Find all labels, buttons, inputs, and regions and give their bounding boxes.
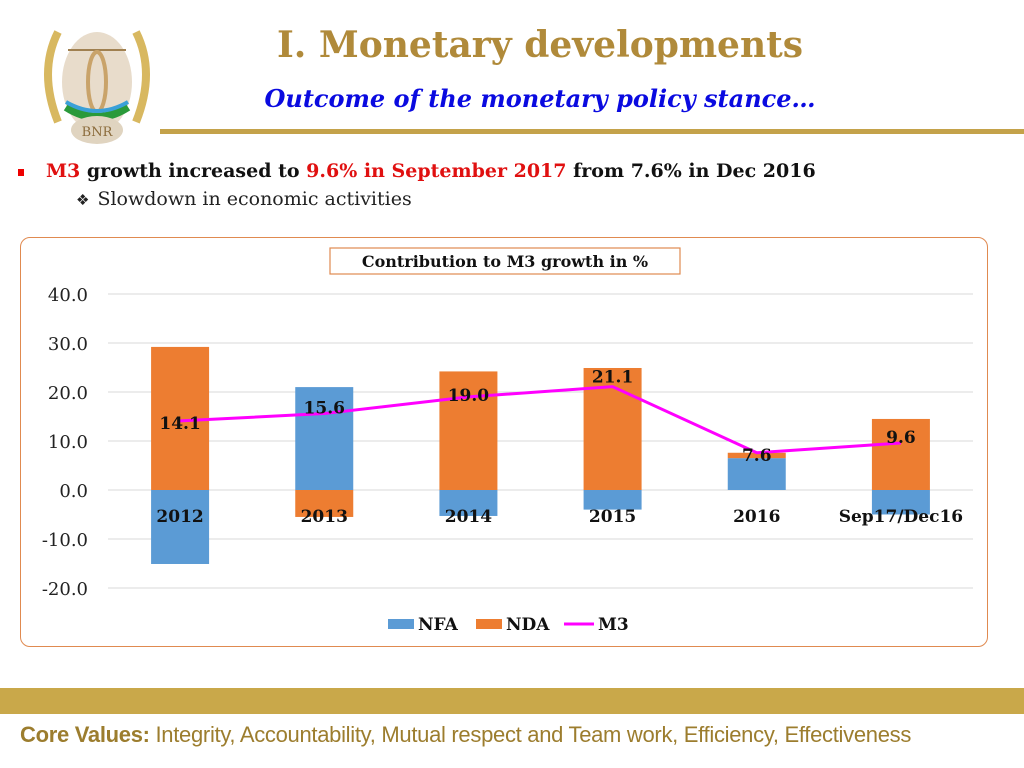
legend-label-nda: NDA	[506, 615, 550, 635]
y-tick-label: 10.0	[48, 432, 88, 453]
x-tick-label: 2013	[301, 507, 348, 527]
y-tick-label: 0.0	[59, 481, 88, 502]
x-tick-label: Sep17/Dec16	[839, 507, 963, 527]
page-subtitle: Outcome of the monetary policy stance…	[264, 84, 816, 113]
square-bullet-icon	[18, 168, 24, 176]
y-tick-label: 40.0	[48, 285, 88, 306]
bullet-m3: M3	[46, 160, 81, 182]
footer-text: Integrity, Accountability, Mutual respec…	[149, 722, 912, 747]
header-divider	[160, 129, 1024, 134]
m3-data-label: 15.6	[304, 399, 345, 419]
page-title: I. Monetary developments	[276, 24, 804, 66]
x-tick-label: 2014	[445, 507, 492, 527]
legend-label-nfa: NFA	[418, 615, 459, 635]
bullet-sub: ❖ Slowdown in economic activities	[76, 188, 412, 210]
bar-nfa-2012	[151, 490, 210, 564]
x-tick-label: 2015	[589, 507, 636, 527]
bar-nda-Sep17/Dec16	[871, 418, 930, 490]
y-tick-label: -20.0	[42, 579, 88, 600]
m3-data-label: 14.1	[159, 414, 200, 434]
chart-title: Contribution to M3 growth in %	[362, 252, 648, 271]
logo-text: BNR	[82, 125, 114, 140]
m3-data-label: 9.6	[886, 428, 916, 448]
bar-nda-2016	[727, 452, 786, 459]
bar-nfa-2016	[727, 458, 786, 490]
bar-nfa-2013	[295, 387, 354, 490]
bar-nda-2013	[295, 490, 354, 517]
bar-nda-2014	[439, 371, 498, 490]
bar-nfa-Sep17/Dec16	[871, 490, 930, 515]
m3-data-label: 21.1	[592, 368, 633, 388]
m3-data-label: 19.0	[448, 386, 490, 406]
legend-label-m3: M3	[598, 615, 629, 635]
bar-nfa-2014	[439, 490, 498, 516]
x-tick-label: 2012	[156, 507, 203, 527]
bnr-logo: BNR	[38, 12, 156, 147]
bar-nfa-2015	[583, 490, 642, 510]
footer-label: Core Values:	[20, 722, 150, 747]
y-tick-label: -10.0	[42, 530, 88, 551]
bullet-text: growth increased to	[80, 160, 307, 182]
y-tick-label: 30.0	[48, 334, 88, 355]
chart-frame	[20, 237, 988, 647]
legend-swatch-nfa	[388, 619, 414, 629]
chart-title-box	[329, 247, 681, 275]
footer-core-values: Core Values: Integrity, Accountability, …	[20, 722, 911, 748]
bullet-text-end: from 7.6% in Dec 2016	[566, 160, 816, 182]
bullet-highlight: 9.6% in September 2017	[306, 160, 567, 182]
bullet-main: M3 growth increased to 9.6% in September…	[18, 160, 816, 182]
x-tick-label: 2016	[733, 507, 780, 527]
y-tick-label: 20.0	[48, 383, 88, 404]
diamond-bullet-icon: ❖	[76, 191, 90, 209]
legend-swatch-nda	[476, 619, 502, 629]
m3-data-label: 7.6	[742, 446, 772, 466]
bullet-sub-text: Slowdown in economic activities	[97, 188, 412, 210]
m3-line	[180, 385, 902, 455]
footer-bar	[0, 688, 1024, 714]
